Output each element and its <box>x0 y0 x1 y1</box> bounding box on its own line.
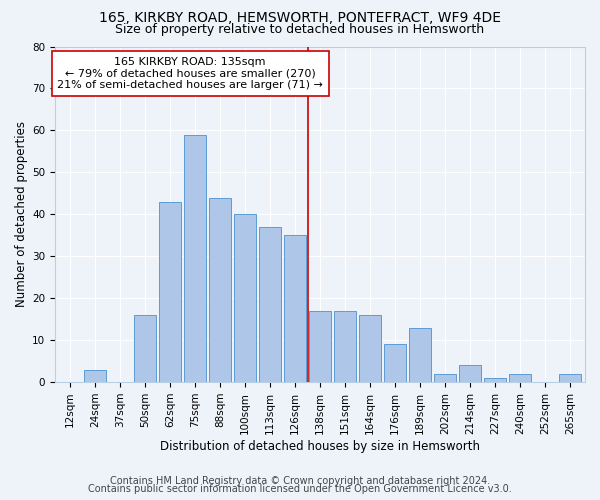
Bar <box>409 328 431 382</box>
Bar <box>434 374 455 382</box>
X-axis label: Distribution of detached houses by size in Hemsworth: Distribution of detached houses by size … <box>160 440 480 452</box>
Bar <box>460 366 481 382</box>
Text: 165 KIRKBY ROAD: 135sqm
← 79% of detached houses are smaller (270)
21% of semi-d: 165 KIRKBY ROAD: 135sqm ← 79% of detache… <box>57 57 323 90</box>
Bar <box>184 134 206 382</box>
Bar <box>134 315 155 382</box>
Bar <box>235 214 256 382</box>
Bar <box>160 202 181 382</box>
Bar <box>359 315 380 382</box>
Bar <box>509 374 530 382</box>
Text: Size of property relative to detached houses in Hemsworth: Size of property relative to detached ho… <box>115 22 485 36</box>
Text: 165, KIRKBY ROAD, HEMSWORTH, PONTEFRACT, WF9 4DE: 165, KIRKBY ROAD, HEMSWORTH, PONTEFRACT,… <box>99 11 501 25</box>
Bar <box>559 374 581 382</box>
Y-axis label: Number of detached properties: Number of detached properties <box>15 122 28 308</box>
Bar <box>85 370 106 382</box>
Bar <box>284 236 305 382</box>
Bar <box>484 378 506 382</box>
Bar <box>310 311 331 382</box>
Bar <box>259 227 281 382</box>
Bar <box>334 311 356 382</box>
Text: Contains HM Land Registry data © Crown copyright and database right 2024.: Contains HM Land Registry data © Crown c… <box>110 476 490 486</box>
Bar <box>385 344 406 382</box>
Bar <box>209 198 230 382</box>
Text: Contains public sector information licensed under the Open Government Licence v3: Contains public sector information licen… <box>88 484 512 494</box>
